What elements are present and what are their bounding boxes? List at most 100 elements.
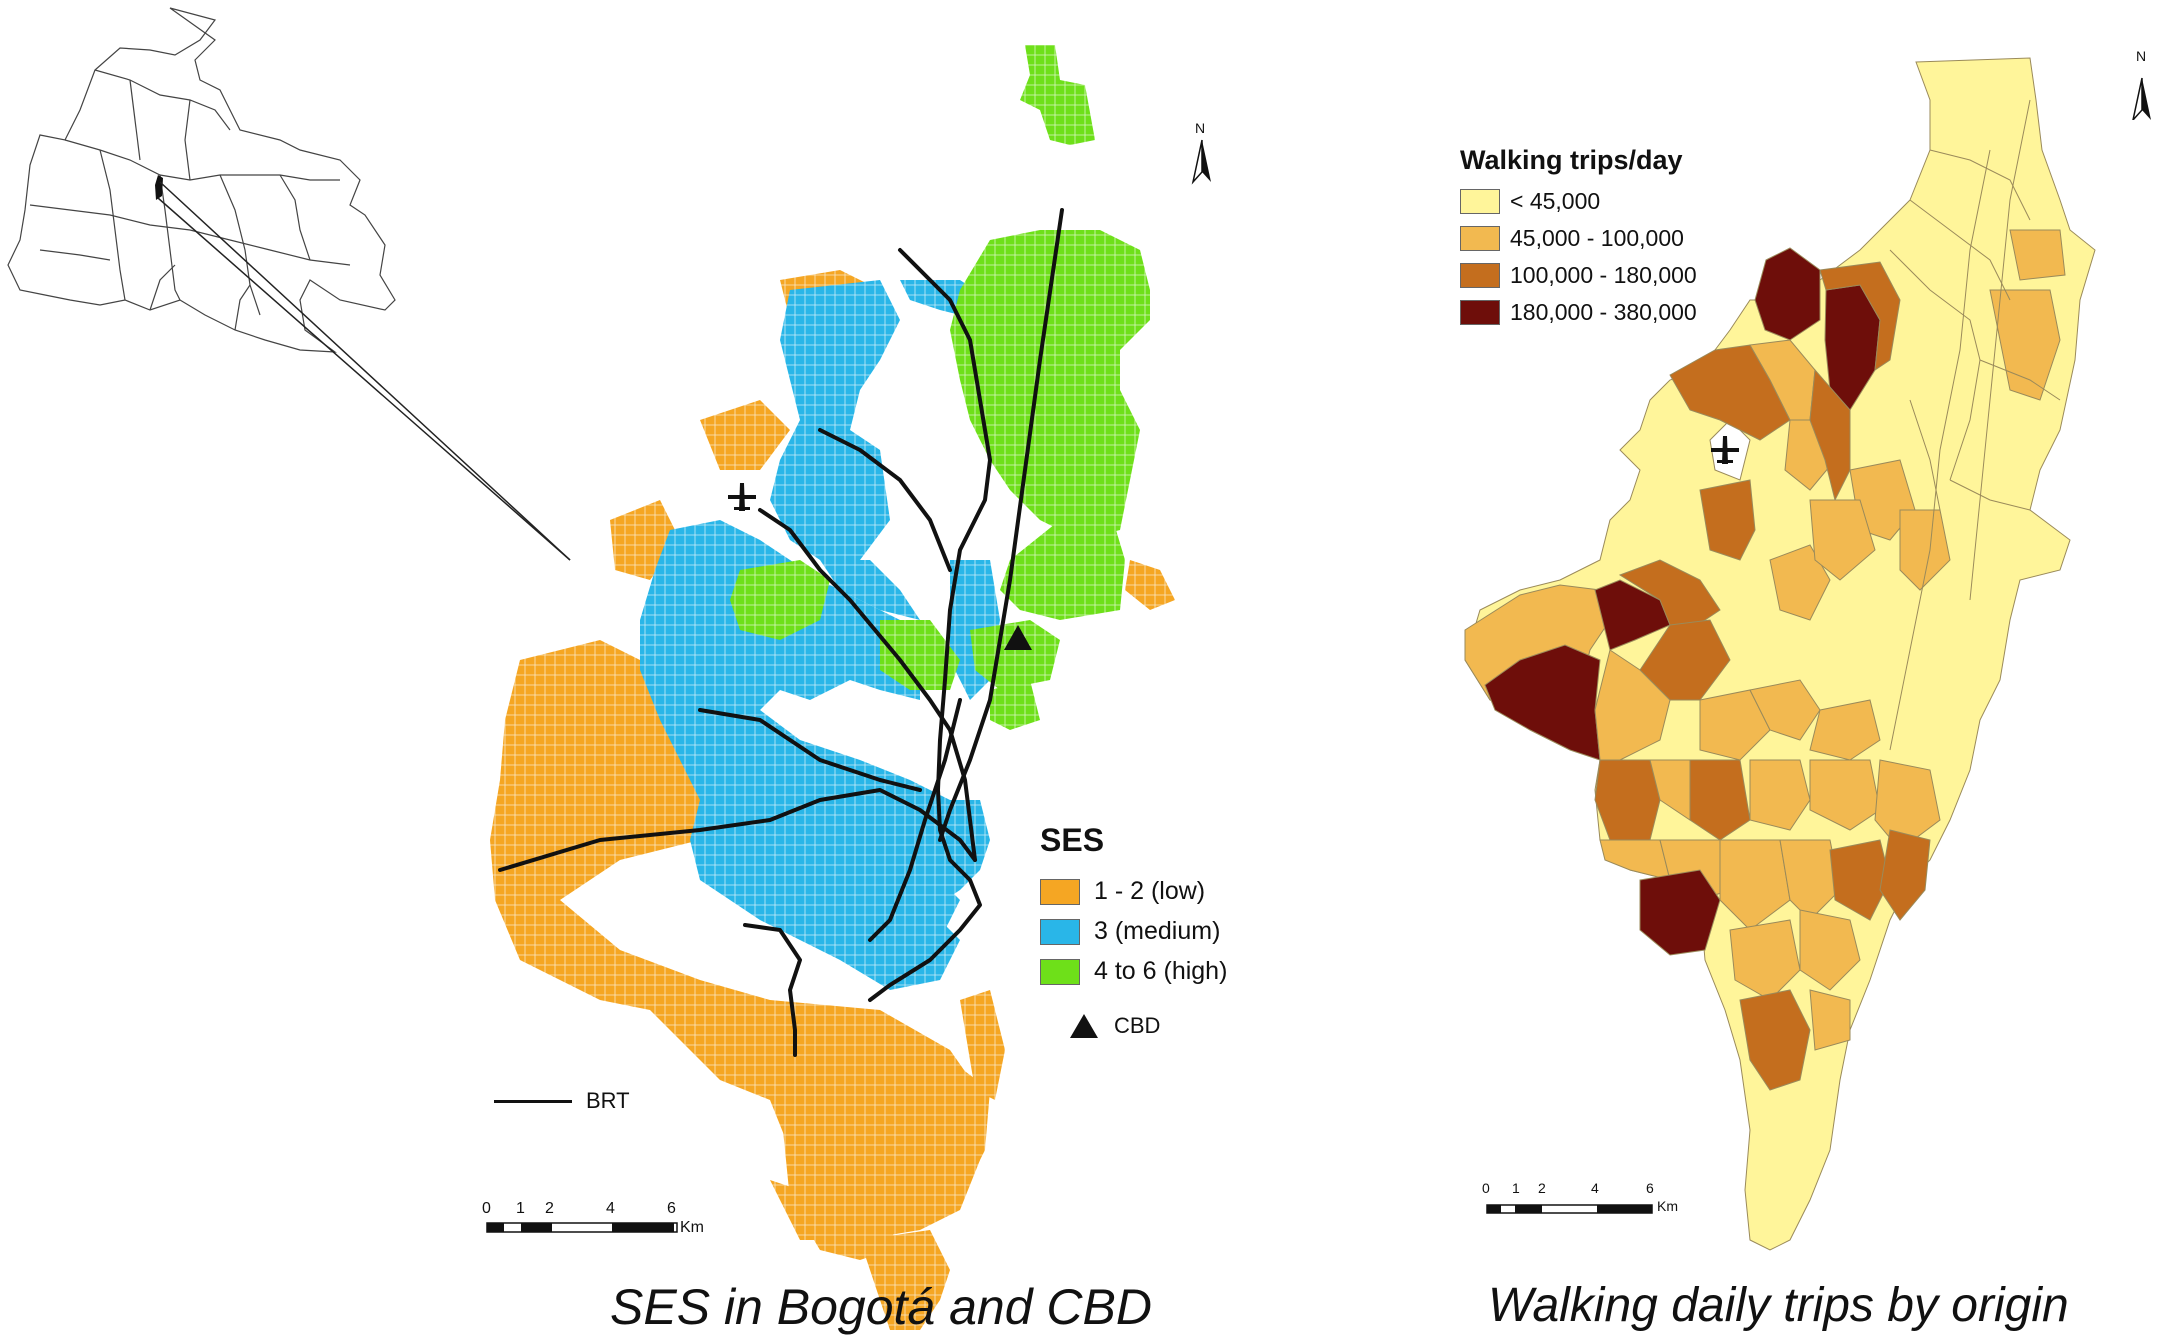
trip-zone-mid (1594, 649, 1671, 761)
airport-icon (1711, 436, 1739, 464)
ses-zone-low (490, 640, 985, 1240)
scale-unit: Km (1657, 1198, 1678, 1214)
walking-legend-label: 100,000 - 180,000 (1510, 262, 1697, 288)
brt-line (868, 698, 962, 942)
scale-tick: 1 (1512, 1180, 1520, 1196)
trip-zone-mid-high (1699, 479, 1756, 561)
trip-zone-mid (1699, 689, 1771, 761)
trip-zone-mid-high (1618, 559, 1721, 631)
scale-tick: 2 (1538, 1180, 1546, 1196)
inset-pointer-line (159, 181, 571, 561)
walking-legend-swatch (1460, 300, 1500, 325)
north-label: N (1195, 120, 1206, 136)
trip-zone-mid (1809, 699, 1881, 761)
ses-map-panel: N SES 1 - 2 (low) 3 (medium) 4 to 6 (hig… (7, 7, 1227, 1335)
ses-zone-low (870, 1060, 990, 1220)
ses-legend-label: 4 to 6 (high) (1094, 957, 1228, 985)
brt-legend-label: BRT (586, 1088, 630, 1113)
scale-tick: 4 (606, 1200, 615, 1217)
ses-map-caption: SES in Bogotá and CBD (610, 1279, 1152, 1335)
ses-zone-low (960, 990, 1005, 1100)
ses-zone-low (700, 400, 790, 470)
trip-zone-mid (1809, 499, 1876, 581)
ses-zone-high (1020, 45, 1095, 145)
ses-map-canvas (7, 7, 1211, 1330)
ses-zone-high (1000, 510, 1125, 620)
ses-legend-item: 4 to 6 (high) (1040, 957, 1227, 986)
walking-legend-title: Walking trips/day (1460, 145, 1683, 175)
brt-legend-line (494, 1099, 572, 1103)
scale-tick: 6 (1646, 1180, 1654, 1196)
brt-line (698, 708, 922, 792)
ses-zone-medium (820, 560, 920, 620)
walking-trips-map-canvas (1464, 57, 2096, 1251)
trip-zone-mid-high (1879, 829, 1931, 921)
walking-legend-swatch (1460, 189, 1500, 214)
walking-map-caption: Walking daily trips by origin (1488, 1279, 2069, 1332)
brt-line (743, 923, 802, 1057)
trip-zone-mid (1729, 919, 1801, 1001)
walking-trips-zones (1464, 57, 2096, 1251)
north-arrow-icon (1191, 139, 1211, 185)
trip-zone-low (1464, 57, 2096, 1251)
walking-legend-label: 180,000 - 380,000 (1510, 299, 1697, 325)
scale-tick: 6 (667, 1200, 676, 1217)
ses-zone-high (730, 560, 830, 640)
brt-line (498, 788, 977, 872)
scale-bar (1486, 1204, 1653, 1214)
colombia-inset-map (7, 7, 396, 353)
trip-zone-mid (2009, 229, 2066, 281)
brt-line (868, 248, 992, 1002)
north-label: N (2136, 48, 2147, 64)
walking-legend-swatch (1460, 226, 1500, 251)
trip-zone-mid-high (1819, 261, 1901, 372)
ses-zone-medium (850, 860, 960, 940)
ses-zone-low (770, 1180, 860, 1240)
ses-zone-high (990, 680, 1040, 730)
trip-zone-mid (1809, 759, 1881, 831)
airport-icon (728, 483, 756, 511)
walking-legend-item: 45,000 - 100,000 (1460, 225, 1684, 252)
scale-tick: 0 (482, 1200, 491, 1217)
scale-bar (486, 1222, 678, 1233)
scale-tick: 1 (516, 1200, 525, 1217)
brt-legend-item: BRT (494, 1088, 630, 1114)
trip-zone-mid (1899, 509, 1951, 591)
bogota-locator (155, 175, 163, 200)
ses-legend-item: 3 (medium) (1040, 917, 1220, 946)
walking-legend-item: 100,000 - 180,000 (1460, 262, 1697, 289)
scale-tick: 4 (1591, 1180, 1599, 1196)
ses-zone-low (860, 1230, 950, 1330)
trip-zone-mid (1989, 289, 2061, 401)
brt-line (938, 208, 1064, 842)
ses-legend-item: 1 - 2 (low) (1040, 877, 1205, 906)
walking-legend-item: 180,000 - 380,000 (1460, 299, 1697, 326)
walking-legend-label: < 45,000 (1510, 188, 1601, 214)
ses-zone-high (950, 230, 1150, 540)
brt-line (758, 508, 977, 862)
ses-zone-high (880, 620, 960, 690)
walking-legend-label: 45,000 - 100,000 (1510, 225, 1684, 251)
cbd-legend-triangle-icon (1070, 1014, 1098, 1038)
inset-pointer-line (157, 197, 571, 561)
trip-zone-mid (1749, 679, 1821, 741)
trip-zone-mid-high (1689, 759, 1751, 841)
trip-zone-mid (1779, 839, 1841, 921)
ses-legend-label: 1 - 2 (low) (1094, 877, 1206, 905)
scale-unit: Km (680, 1219, 704, 1236)
brt-line (818, 428, 952, 572)
trip-zone-mid (1809, 989, 1851, 1051)
trip-zone-mid (1799, 909, 1861, 991)
ses-zones (490, 45, 1175, 1330)
scale-tick: 2 (545, 1200, 554, 1217)
ses-zone-high (970, 620, 1060, 690)
trip-zone-high (1754, 247, 1821, 341)
cbd-triangle-icon (1004, 625, 1032, 650)
scale-tick: 0 (1482, 1180, 1490, 1196)
walking-legend-swatch (1460, 263, 1500, 288)
trip-zone-mid-high (1829, 839, 1891, 921)
ses-legend-swatch (1040, 918, 1080, 945)
ses-legend-swatch (1040, 878, 1080, 905)
brt-lines (498, 208, 1064, 1057)
trip-zone-mid (1749, 759, 1811, 831)
